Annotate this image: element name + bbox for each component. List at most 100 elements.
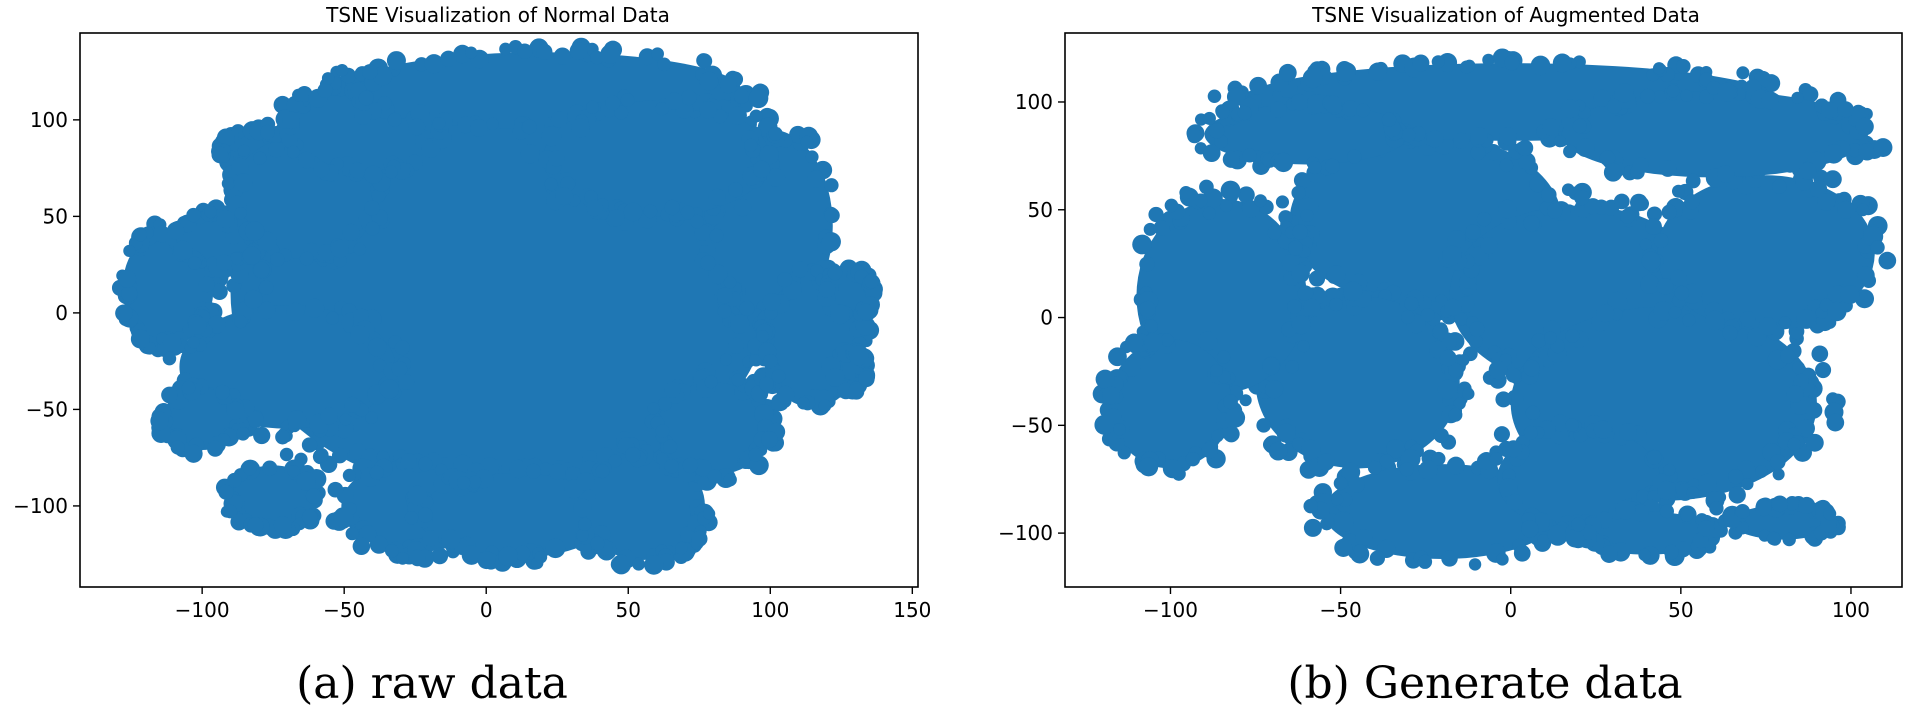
- scatter-point: [1199, 179, 1214, 195]
- scatter-point: [369, 465, 384, 480]
- scatter-point: [1164, 198, 1179, 213]
- scatter-point: [305, 298, 325, 318]
- scatter-point: [299, 251, 314, 266]
- scatter-point: [273, 516, 292, 535]
- scatter-point: [408, 118, 426, 136]
- scatter-point: [1094, 414, 1115, 435]
- scatter-point: [1664, 544, 1679, 560]
- scatter-point: [1267, 225, 1282, 240]
- scatter-point: [1663, 463, 1676, 477]
- scatter-point: [301, 437, 318, 453]
- scatter-point: [733, 198, 752, 217]
- scatter-point: [230, 251, 243, 265]
- cluster-b-13: [1717, 495, 1846, 547]
- scatter-point: [1153, 219, 1170, 236]
- scatter-point: [364, 165, 383, 184]
- scatter-point: [1523, 215, 1540, 232]
- scatter-point: [1108, 347, 1127, 367]
- scatter-point: [704, 375, 718, 389]
- scatter-point: [486, 117, 499, 131]
- scatter-point: [538, 462, 553, 476]
- scatter-point: [1144, 333, 1163, 352]
- scatter-point: [1615, 499, 1636, 520]
- scatter-point: [279, 447, 294, 462]
- scatter-point: [1653, 301, 1674, 321]
- scatter-point: [1659, 504, 1675, 519]
- scatter-point: [1139, 256, 1155, 272]
- scatter-point: [657, 397, 672, 412]
- scatter-point: [825, 367, 845, 387]
- scatter-point: [153, 225, 171, 243]
- scatter-point: [1160, 333, 1174, 347]
- x-tick-label: 100: [751, 598, 789, 622]
- scatter-point: [1772, 468, 1785, 481]
- scatter-point: [468, 475, 482, 489]
- scatter-point: [1187, 128, 1203, 144]
- scatter-point: [1417, 554, 1433, 569]
- cluster-core: [1204, 104, 1409, 165]
- scatter-point: [1544, 331, 1558, 345]
- scatter-point: [1506, 389, 1524, 407]
- scatter-point: [166, 221, 185, 240]
- scatter-point: [187, 256, 202, 270]
- scatter-point: [1546, 203, 1563, 219]
- scatter-point: [1209, 364, 1223, 378]
- scatter-point: [1348, 476, 1365, 493]
- scatter-point: [805, 150, 819, 164]
- scatter-point: [1201, 441, 1219, 459]
- scatter-point: [1565, 418, 1579, 432]
- scatter-point: [1620, 208, 1636, 224]
- scatter-point: [1632, 157, 1649, 174]
- scatter-point: [544, 177, 558, 191]
- scatter-point: [578, 517, 592, 531]
- scatter-point: [707, 469, 722, 484]
- scatter-point: [586, 100, 599, 114]
- scatter-point: [418, 507, 433, 523]
- scatter-point: [766, 168, 786, 187]
- scatter-point: [553, 47, 572, 65]
- scatter-point: [287, 145, 300, 159]
- scatter-point: [121, 285, 138, 302]
- scatter-point: [1287, 299, 1302, 315]
- scatter-point: [713, 109, 728, 124]
- x-tick-label: −100: [175, 598, 230, 622]
- cluster-a-16: [821, 342, 876, 400]
- scatter-point: [1646, 450, 1662, 465]
- scatter-point: [1704, 310, 1725, 331]
- scatter-point: [1113, 422, 1126, 436]
- scatter-point: [339, 413, 352, 426]
- scatter-point: [1792, 361, 1805, 375]
- scatter-point: [1220, 180, 1241, 201]
- scatter-point: [1854, 289, 1875, 309]
- scatter-point: [244, 289, 263, 309]
- scatter-point: [384, 543, 399, 558]
- scatter-point: [1215, 105, 1230, 120]
- scatter-point: [727, 337, 745, 355]
- cluster-a-8: [215, 459, 327, 539]
- scatter-point: [216, 254, 233, 271]
- scatter-point: [1297, 285, 1314, 301]
- scatter-point: [287, 465, 300, 478]
- caption-a: (a) raw data: [296, 658, 568, 709]
- scatter-point: [719, 76, 737, 94]
- scatter-point: [1268, 441, 1288, 461]
- scatter-point: [1698, 473, 1717, 493]
- scatter-point: [1179, 186, 1193, 200]
- scatter-point: [1873, 138, 1893, 157]
- scatter-point: [1529, 176, 1545, 193]
- scatter-point: [1354, 528, 1373, 547]
- scatter-point: [1499, 158, 1514, 173]
- scatter-point: [1498, 126, 1518, 146]
- scatter-point: [1674, 285, 1690, 301]
- scatter-point: [333, 507, 354, 528]
- scatter-point: [717, 304, 732, 319]
- scatter-point: [353, 242, 367, 256]
- scatter-point: [1404, 296, 1419, 311]
- scatter-point: [457, 116, 474, 134]
- scatter-point: [1823, 144, 1844, 164]
- scatter-point: [286, 302, 305, 321]
- scatter-point: [1469, 321, 1485, 337]
- scatter-point: [1525, 405, 1541, 421]
- scatter-point: [313, 161, 330, 178]
- scatter-point: [1560, 99, 1580, 119]
